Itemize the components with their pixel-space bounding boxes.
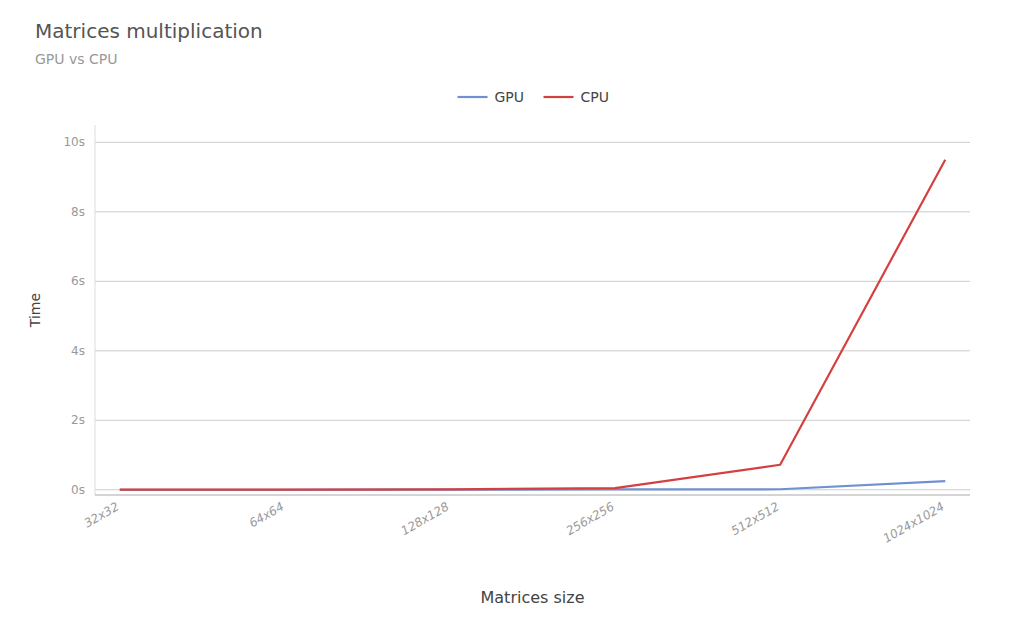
x-tick-label: 128x128: [399, 499, 452, 538]
y-axis-label: Time: [27, 293, 43, 328]
y-tick-labels: 0s 2s 4s 6s 8s 10s: [63, 135, 85, 496]
y-tick-label: 0s: [71, 483, 85, 497]
x-tick-label: 256x256: [564, 499, 617, 538]
y-axis-line: [95, 125, 96, 495]
background: [0, 0, 1010, 625]
chart: Matrices multiplication GPU vs CPU 0s 2s 4s 6…: [0, 0, 1010, 625]
legend-label: CPU: [581, 89, 609, 105]
y-grid: [95, 142, 970, 489]
lines: [120, 160, 945, 490]
x-tick-label: 512x512: [729, 499, 782, 538]
x-tick-label: 1024x1024: [881, 499, 947, 545]
y-tick-label: 6s: [71, 274, 85, 288]
grid-line: [95, 211, 970, 212]
x-axis-label: Matrices size: [481, 588, 585, 607]
series-line: [120, 160, 945, 490]
x-tick-labels: 32x32 64x64 128x128 256x256 512x512 1024x1024: [82, 499, 947, 545]
legend-swatch: [458, 96, 488, 98]
x-tick-label: 32x32: [82, 499, 122, 530]
grid-line: [95, 142, 970, 143]
legend: GPU CPU: [458, 89, 609, 105]
y-tick-label: 8s: [71, 205, 85, 219]
chart-container: Matrices multiplication GPU vs CPU 0s 2s 4s 6…: [0, 0, 1010, 625]
title: Matrices multiplication: [35, 19, 263, 43]
x-tick-label: 64x64: [247, 499, 287, 530]
y-tick-label: 2s: [71, 413, 85, 427]
y-tick-label: 4s: [71, 344, 85, 358]
grid-line: [95, 350, 970, 351]
subtitle: GPU vs CPU: [35, 51, 117, 67]
grid-line: [95, 420, 970, 421]
y-tick-label: 10s: [63, 135, 85, 149]
legend-swatch: [544, 96, 574, 98]
grid-line: [95, 281, 970, 282]
x-axis-line: [95, 495, 970, 496]
legend-label: GPU: [495, 89, 525, 105]
